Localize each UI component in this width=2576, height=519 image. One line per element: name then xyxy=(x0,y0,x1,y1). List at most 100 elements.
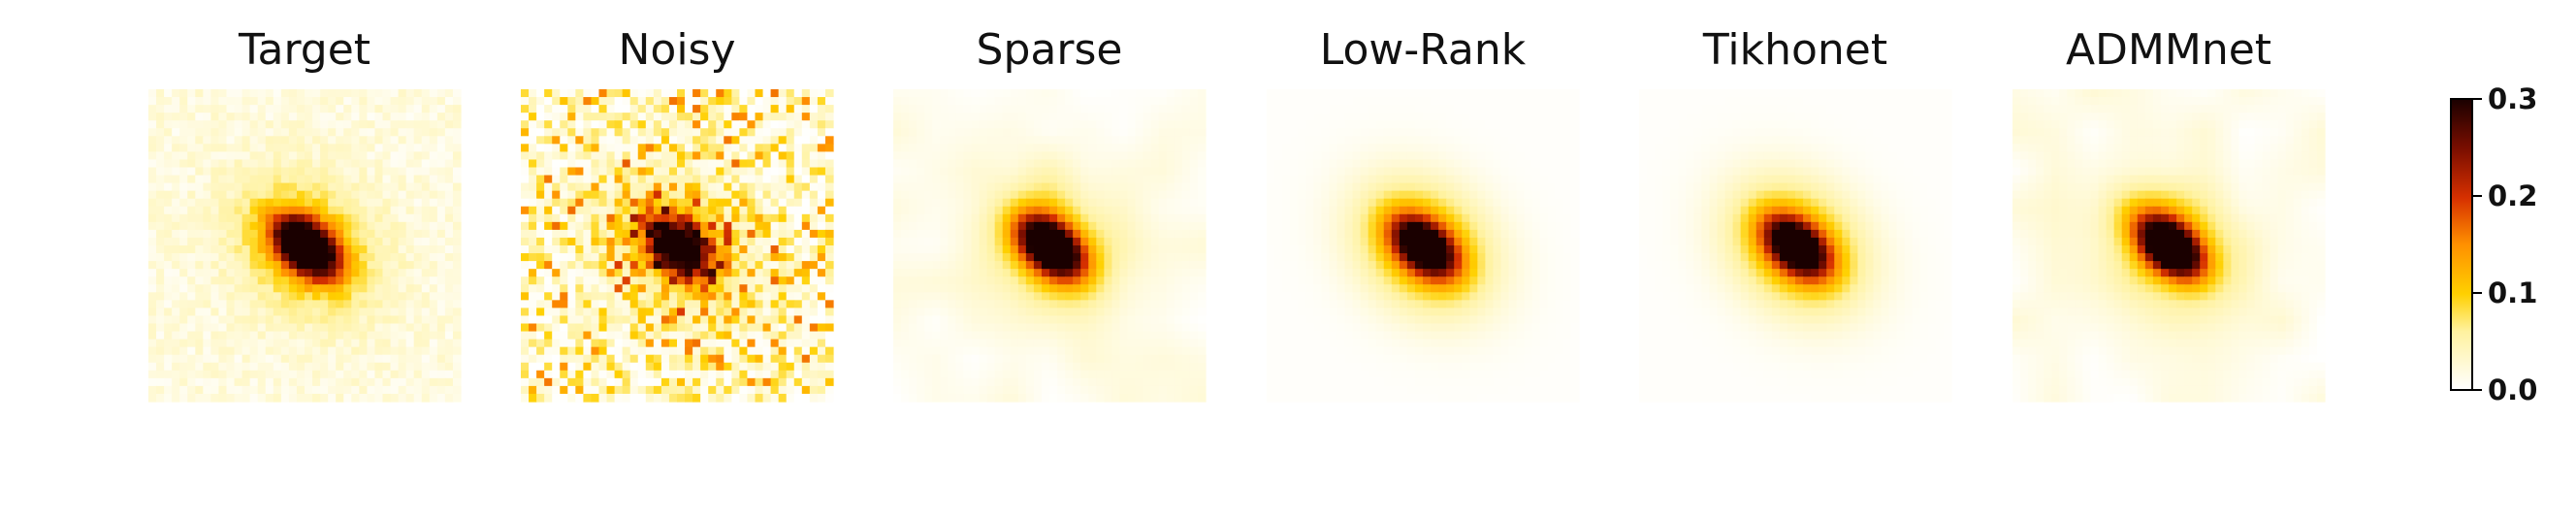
heatmap-cell xyxy=(521,120,530,129)
heatmap-cell xyxy=(172,370,180,379)
heatmap-cell xyxy=(1150,198,1160,208)
heatmap-cell xyxy=(755,377,764,387)
heatmap-cell xyxy=(606,300,616,308)
heatmap-cell xyxy=(1017,128,1027,137)
heatmap-cell xyxy=(917,213,925,223)
heatmap-cell xyxy=(685,136,693,145)
heatmap-cell xyxy=(677,175,686,184)
heatmap-cell xyxy=(374,159,384,169)
heatmap-cell xyxy=(398,213,407,223)
heatmap-cell xyxy=(226,89,236,98)
heatmap-cell xyxy=(288,144,298,152)
heatmap-cell xyxy=(320,229,329,239)
heatmap-cell xyxy=(444,213,454,223)
heatmap-cell xyxy=(1025,229,1035,239)
heatmap-cell xyxy=(692,323,701,333)
heatmap-cell xyxy=(444,370,454,379)
heatmap-cell xyxy=(755,315,764,325)
heatmap-cell xyxy=(179,354,188,364)
heatmap-cell xyxy=(1033,284,1043,293)
heatmap-cell xyxy=(273,261,282,270)
heatmap-cell xyxy=(148,213,157,223)
heatmap-cell xyxy=(265,136,274,145)
heatmap-cell xyxy=(614,308,624,317)
heatmap-cell xyxy=(685,221,693,231)
heatmap-cell xyxy=(1017,354,1027,364)
heatmap-cell xyxy=(390,213,400,223)
heatmap-cell xyxy=(700,276,709,285)
heatmap-cell xyxy=(575,393,584,403)
heatmap-cell xyxy=(1166,89,1175,98)
heatmap-cell xyxy=(210,276,220,285)
heatmap-cell xyxy=(979,261,988,270)
heatmap-cell xyxy=(909,261,918,270)
heatmap-cell xyxy=(645,213,655,223)
heatmap-cell xyxy=(452,237,462,246)
heatmap-cell xyxy=(390,292,400,301)
heatmap-cell xyxy=(677,206,686,215)
heatmap-cell xyxy=(521,269,530,277)
heatmap-cell xyxy=(521,346,530,356)
heatmap-cell xyxy=(280,221,290,231)
heatmap-cell xyxy=(1197,377,1207,387)
heatmap-cell xyxy=(817,370,826,379)
heatmap-cell xyxy=(893,113,902,121)
heatmap-cell xyxy=(1080,175,1089,184)
heatmap-cell xyxy=(148,323,157,333)
heatmap-cell xyxy=(328,167,337,177)
heatmap-cell xyxy=(179,276,188,285)
heatmap-cell xyxy=(770,113,780,121)
heatmap-cell xyxy=(148,339,157,348)
heatmap-cell xyxy=(1041,237,1050,246)
heatmap-cell xyxy=(164,151,173,161)
heatmap-cell xyxy=(1065,206,1074,215)
heatmap-cell xyxy=(1135,331,1144,341)
heatmap-cell xyxy=(660,190,670,200)
heatmap-cell xyxy=(390,198,400,208)
heatmap-cell xyxy=(312,354,321,364)
heatmap-cell xyxy=(1104,370,1112,379)
heatmap-cell xyxy=(390,308,400,317)
heatmap-cell xyxy=(1088,128,1097,137)
heatmap-cell xyxy=(731,377,740,387)
heatmap-cell xyxy=(653,370,662,379)
heatmap-cell xyxy=(731,315,740,325)
heatmap-cell xyxy=(963,269,973,277)
heatmap-cell xyxy=(739,198,749,208)
heatmap-cell xyxy=(429,261,438,270)
heatmap-cell xyxy=(164,261,173,270)
heatmap-cell xyxy=(421,331,431,341)
heatmap-cell xyxy=(963,377,973,387)
heatmap-cell xyxy=(172,331,180,341)
heatmap-cell xyxy=(591,292,600,301)
heatmap-cell xyxy=(786,339,795,348)
heatmap-cell xyxy=(645,253,655,262)
heatmap-cell xyxy=(1570,113,1580,121)
heatmap-cell xyxy=(629,323,639,333)
heatmap-cell xyxy=(932,339,941,348)
heatmap-cell xyxy=(700,89,709,98)
heatmap-cell xyxy=(1119,346,1129,356)
heatmap-cell xyxy=(948,89,956,98)
heatmap-cell xyxy=(708,213,717,223)
heatmap-cell xyxy=(452,308,462,317)
heatmap-cell xyxy=(203,346,211,356)
heatmap-cell xyxy=(979,120,988,129)
heatmap-cell xyxy=(390,120,400,129)
heatmap-cell xyxy=(1174,105,1183,114)
heatmap-cell xyxy=(328,362,337,372)
heatmap-cell xyxy=(793,323,803,333)
heatmap-cell xyxy=(444,221,454,231)
heatmap-cell xyxy=(320,120,329,129)
heatmap-cell xyxy=(413,128,423,137)
heatmap-cell xyxy=(637,300,647,308)
heatmap-cell xyxy=(1197,136,1207,145)
heatmap-cell xyxy=(1096,89,1105,98)
heatmap-cell xyxy=(296,276,306,285)
heatmap-cell xyxy=(288,323,298,333)
heatmap-cell xyxy=(343,151,352,161)
heatmap-cell xyxy=(708,362,717,372)
heatmap-cell xyxy=(786,105,795,114)
heatmap-cell xyxy=(1025,377,1035,387)
heatmap-cell xyxy=(148,362,157,372)
